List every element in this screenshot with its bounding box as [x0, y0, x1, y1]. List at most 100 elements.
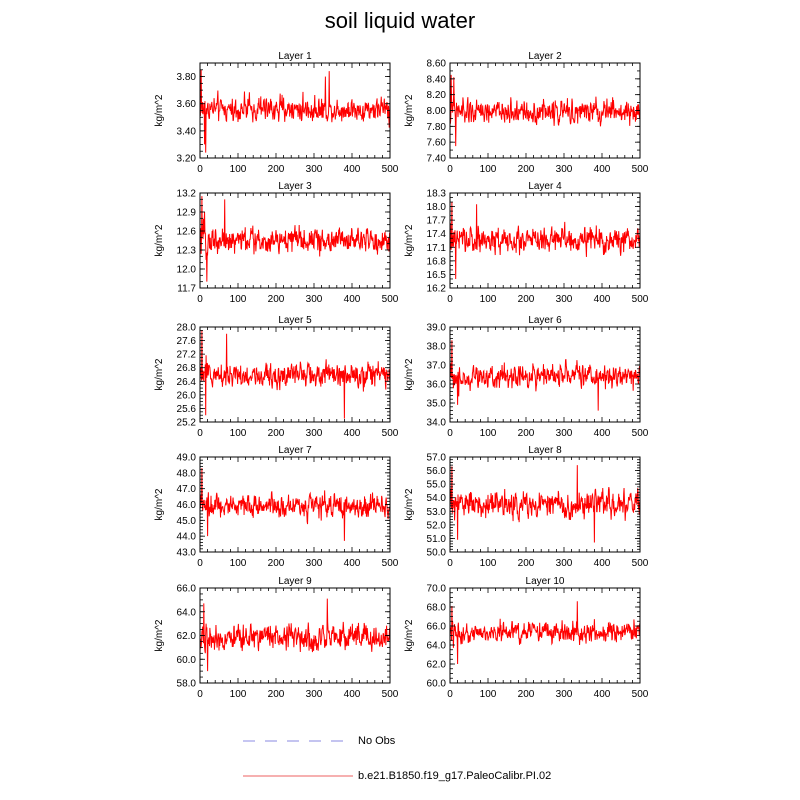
x-tick-label: 200: [268, 558, 285, 569]
y-tick-label: 60.0: [427, 679, 447, 690]
y-tick-label: 43.0: [177, 548, 197, 559]
y-tick-label: 64.0: [427, 641, 447, 652]
x-tick-label: 0: [447, 294, 453, 305]
y-tick-label: 70.0: [427, 584, 447, 595]
y-tick-label: 12.0: [177, 265, 197, 276]
legend-swatch-model: [243, 775, 353, 777]
panel-title: Layer 1: [278, 51, 312, 62]
panel-title: Layer 8: [528, 445, 562, 456]
series-line: [199, 196, 391, 282]
x-tick-label: 200: [268, 428, 285, 439]
x-tick-label: 200: [518, 558, 535, 569]
y-tick-label: 12.9: [177, 208, 197, 219]
panel-layer-8: 0 100 200 300 400 500 50.0 51.0 52.0 53.0 54.0 55.0…: [404, 445, 649, 569]
x-tick-label: 100: [480, 294, 497, 305]
y-tick-label: 3.60: [177, 99, 197, 110]
y-tick-label: 48.0: [177, 468, 197, 479]
x-tick-label: 500: [382, 428, 399, 439]
legend-swatch-no-obs: [243, 740, 353, 742]
y-axis-label: kg/m^2: [154, 619, 165, 651]
series-line: [199, 598, 391, 672]
y-tick-label: 26.0: [177, 390, 197, 401]
series-line: [449, 74, 641, 147]
x-tick-label: 0: [447, 689, 453, 700]
y-tick-label: 8.00: [427, 106, 447, 117]
y-tick-label: 64.0: [177, 607, 197, 618]
x-tick-label: 500: [632, 164, 649, 175]
y-tick-label: 57.0: [427, 453, 447, 464]
y-tick-label: 11.7: [177, 284, 196, 295]
y-tick-label: 52.0: [427, 520, 447, 531]
y-tick-label: 13.2: [177, 189, 197, 200]
panel-title: Layer 2: [528, 51, 562, 62]
series-line: [449, 601, 641, 665]
x-tick-label: 0: [447, 558, 453, 569]
y-tick-label: 17.7: [427, 216, 447, 227]
x-tick-label: 100: [230, 558, 247, 569]
x-tick-label: 400: [344, 294, 361, 305]
y-tick-label: 34.0: [427, 418, 447, 429]
y-tick-label: 3.40: [177, 126, 197, 137]
x-tick-label: 0: [447, 164, 453, 175]
y-tick-label: 37.0: [427, 361, 447, 372]
x-tick-label: 200: [268, 164, 285, 175]
plot-frame: [199, 192, 391, 289]
x-tick-label: 500: [382, 164, 399, 175]
y-axis-label: kg/m^2: [404, 488, 415, 520]
x-tick-label: 0: [197, 294, 203, 305]
x-tick-label: 200: [268, 294, 285, 305]
x-tick-label: 100: [480, 164, 497, 175]
x-tick-label: 400: [594, 558, 611, 569]
x-tick-label: 300: [556, 689, 573, 700]
y-tick-label: 62.0: [427, 660, 447, 671]
chart-title: soil liquid water: [324, 8, 476, 33]
x-tick-label: 100: [480, 558, 497, 569]
series-line: [199, 468, 391, 541]
y-tick-label: 8.20: [427, 90, 447, 101]
x-tick-label: 0: [197, 164, 203, 175]
x-tick-label: 0: [197, 689, 203, 700]
series-line: [199, 69, 391, 153]
plot-frame: [449, 192, 641, 289]
x-tick-label: 400: [344, 428, 361, 439]
y-tick-label: 3.20: [177, 154, 197, 165]
y-tick-label: 44.0: [177, 532, 197, 543]
panel-title: Layer 7: [278, 445, 312, 456]
panel-layer-5: 0 100 200 300 400 500 25.2 25.6 26.0 26.4 26.8 27.2…: [154, 315, 399, 439]
y-tick-label: 8.40: [427, 74, 447, 85]
x-tick-label: 100: [480, 428, 497, 439]
x-tick-label: 100: [230, 428, 247, 439]
x-tick-label: 400: [594, 164, 611, 175]
y-tick-label: 39.0: [427, 323, 447, 334]
y-tick-label: 62.0: [177, 631, 197, 642]
y-axis-label: kg/m^2: [154, 224, 165, 256]
x-tick-label: 300: [306, 558, 323, 569]
y-tick-label: 18.0: [427, 202, 447, 213]
y-tick-label: 18.3: [427, 189, 447, 200]
y-tick-label: 27.2: [177, 350, 197, 361]
y-tick-label: 46.0: [177, 500, 197, 511]
x-tick-label: 200: [518, 294, 535, 305]
x-tick-label: 400: [594, 428, 611, 439]
x-tick-label: 400: [594, 294, 611, 305]
y-tick-label: 53.0: [427, 507, 447, 518]
y-tick-label: 26.8: [177, 363, 197, 374]
y-tick-label: 8.60: [427, 59, 447, 70]
y-tick-label: 54.0: [427, 493, 447, 504]
x-tick-label: 300: [306, 689, 323, 700]
x-tick-label: 100: [480, 689, 497, 700]
panel-title: Layer 9: [278, 576, 312, 587]
y-axis-label: kg/m^2: [154, 488, 165, 520]
y-tick-label: 7.80: [427, 122, 447, 133]
y-tick-label: 16.8: [427, 256, 447, 267]
y-tick-label: 25.6: [177, 404, 197, 415]
x-tick-label: 0: [197, 558, 203, 569]
plot-frame: [449, 456, 641, 553]
legend-label-no-obs: No Obs: [358, 735, 396, 747]
y-tick-label: 47.0: [177, 484, 197, 495]
x-tick-label: 300: [306, 294, 323, 305]
y-tick-label: 66.0: [427, 622, 447, 633]
panel-layer-2: 0 100 200 300 400 500 7.40 7.60 7.80 8.00 8.20 8.40…: [404, 51, 649, 175]
plot-frame: [199, 62, 391, 159]
